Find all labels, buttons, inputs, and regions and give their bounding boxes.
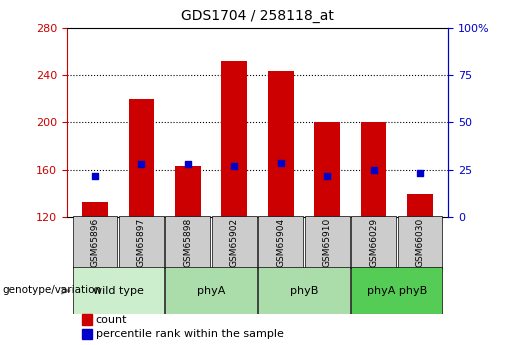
Bar (221, 61, 247, 217)
Bar (268, 71, 294, 217)
Point (323, 173, 331, 179)
Text: GSM65904: GSM65904 (276, 218, 285, 267)
Text: GSM65902: GSM65902 (230, 218, 239, 267)
Text: GDS1704 / 258118_at: GDS1704 / 258118_at (181, 9, 334, 23)
Text: phyB: phyB (290, 286, 318, 296)
Bar (351, 216, 396, 269)
Point (277, 160, 285, 166)
Text: phyA phyB: phyA phyB (367, 286, 427, 296)
Bar (259, 267, 350, 314)
Bar (73, 216, 117, 269)
Bar (82, 314, 92, 325)
Bar (351, 267, 442, 314)
Text: GSM66030: GSM66030 (416, 218, 425, 267)
Text: wild type: wild type (93, 286, 144, 296)
Point (91, 173, 99, 179)
Bar (82, 202, 108, 217)
Text: phyA: phyA (197, 286, 225, 296)
Bar (119, 216, 164, 269)
Text: GSM65897: GSM65897 (137, 218, 146, 267)
Bar (315, 122, 340, 217)
Bar (165, 216, 210, 269)
Bar (165, 267, 256, 314)
Text: count: count (96, 315, 127, 325)
Point (370, 167, 378, 173)
Text: percentile rank within the sample: percentile rank within the sample (96, 329, 283, 339)
Bar (212, 216, 256, 269)
Point (137, 161, 145, 167)
Point (184, 161, 192, 167)
Point (416, 171, 424, 176)
Bar (129, 99, 154, 217)
Bar (73, 267, 164, 314)
Bar (82, 329, 92, 339)
Bar (175, 166, 200, 217)
Text: GSM65910: GSM65910 (323, 218, 332, 267)
Bar (305, 216, 350, 269)
Text: GSM65896: GSM65896 (90, 218, 99, 267)
Bar (259, 216, 303, 269)
Text: genotype/variation: genotype/variation (3, 286, 101, 295)
Bar (361, 122, 386, 217)
Text: GSM65898: GSM65898 (183, 218, 192, 267)
Bar (398, 216, 442, 269)
Bar (407, 194, 433, 217)
Point (230, 164, 238, 169)
Text: GSM66029: GSM66029 (369, 218, 378, 267)
